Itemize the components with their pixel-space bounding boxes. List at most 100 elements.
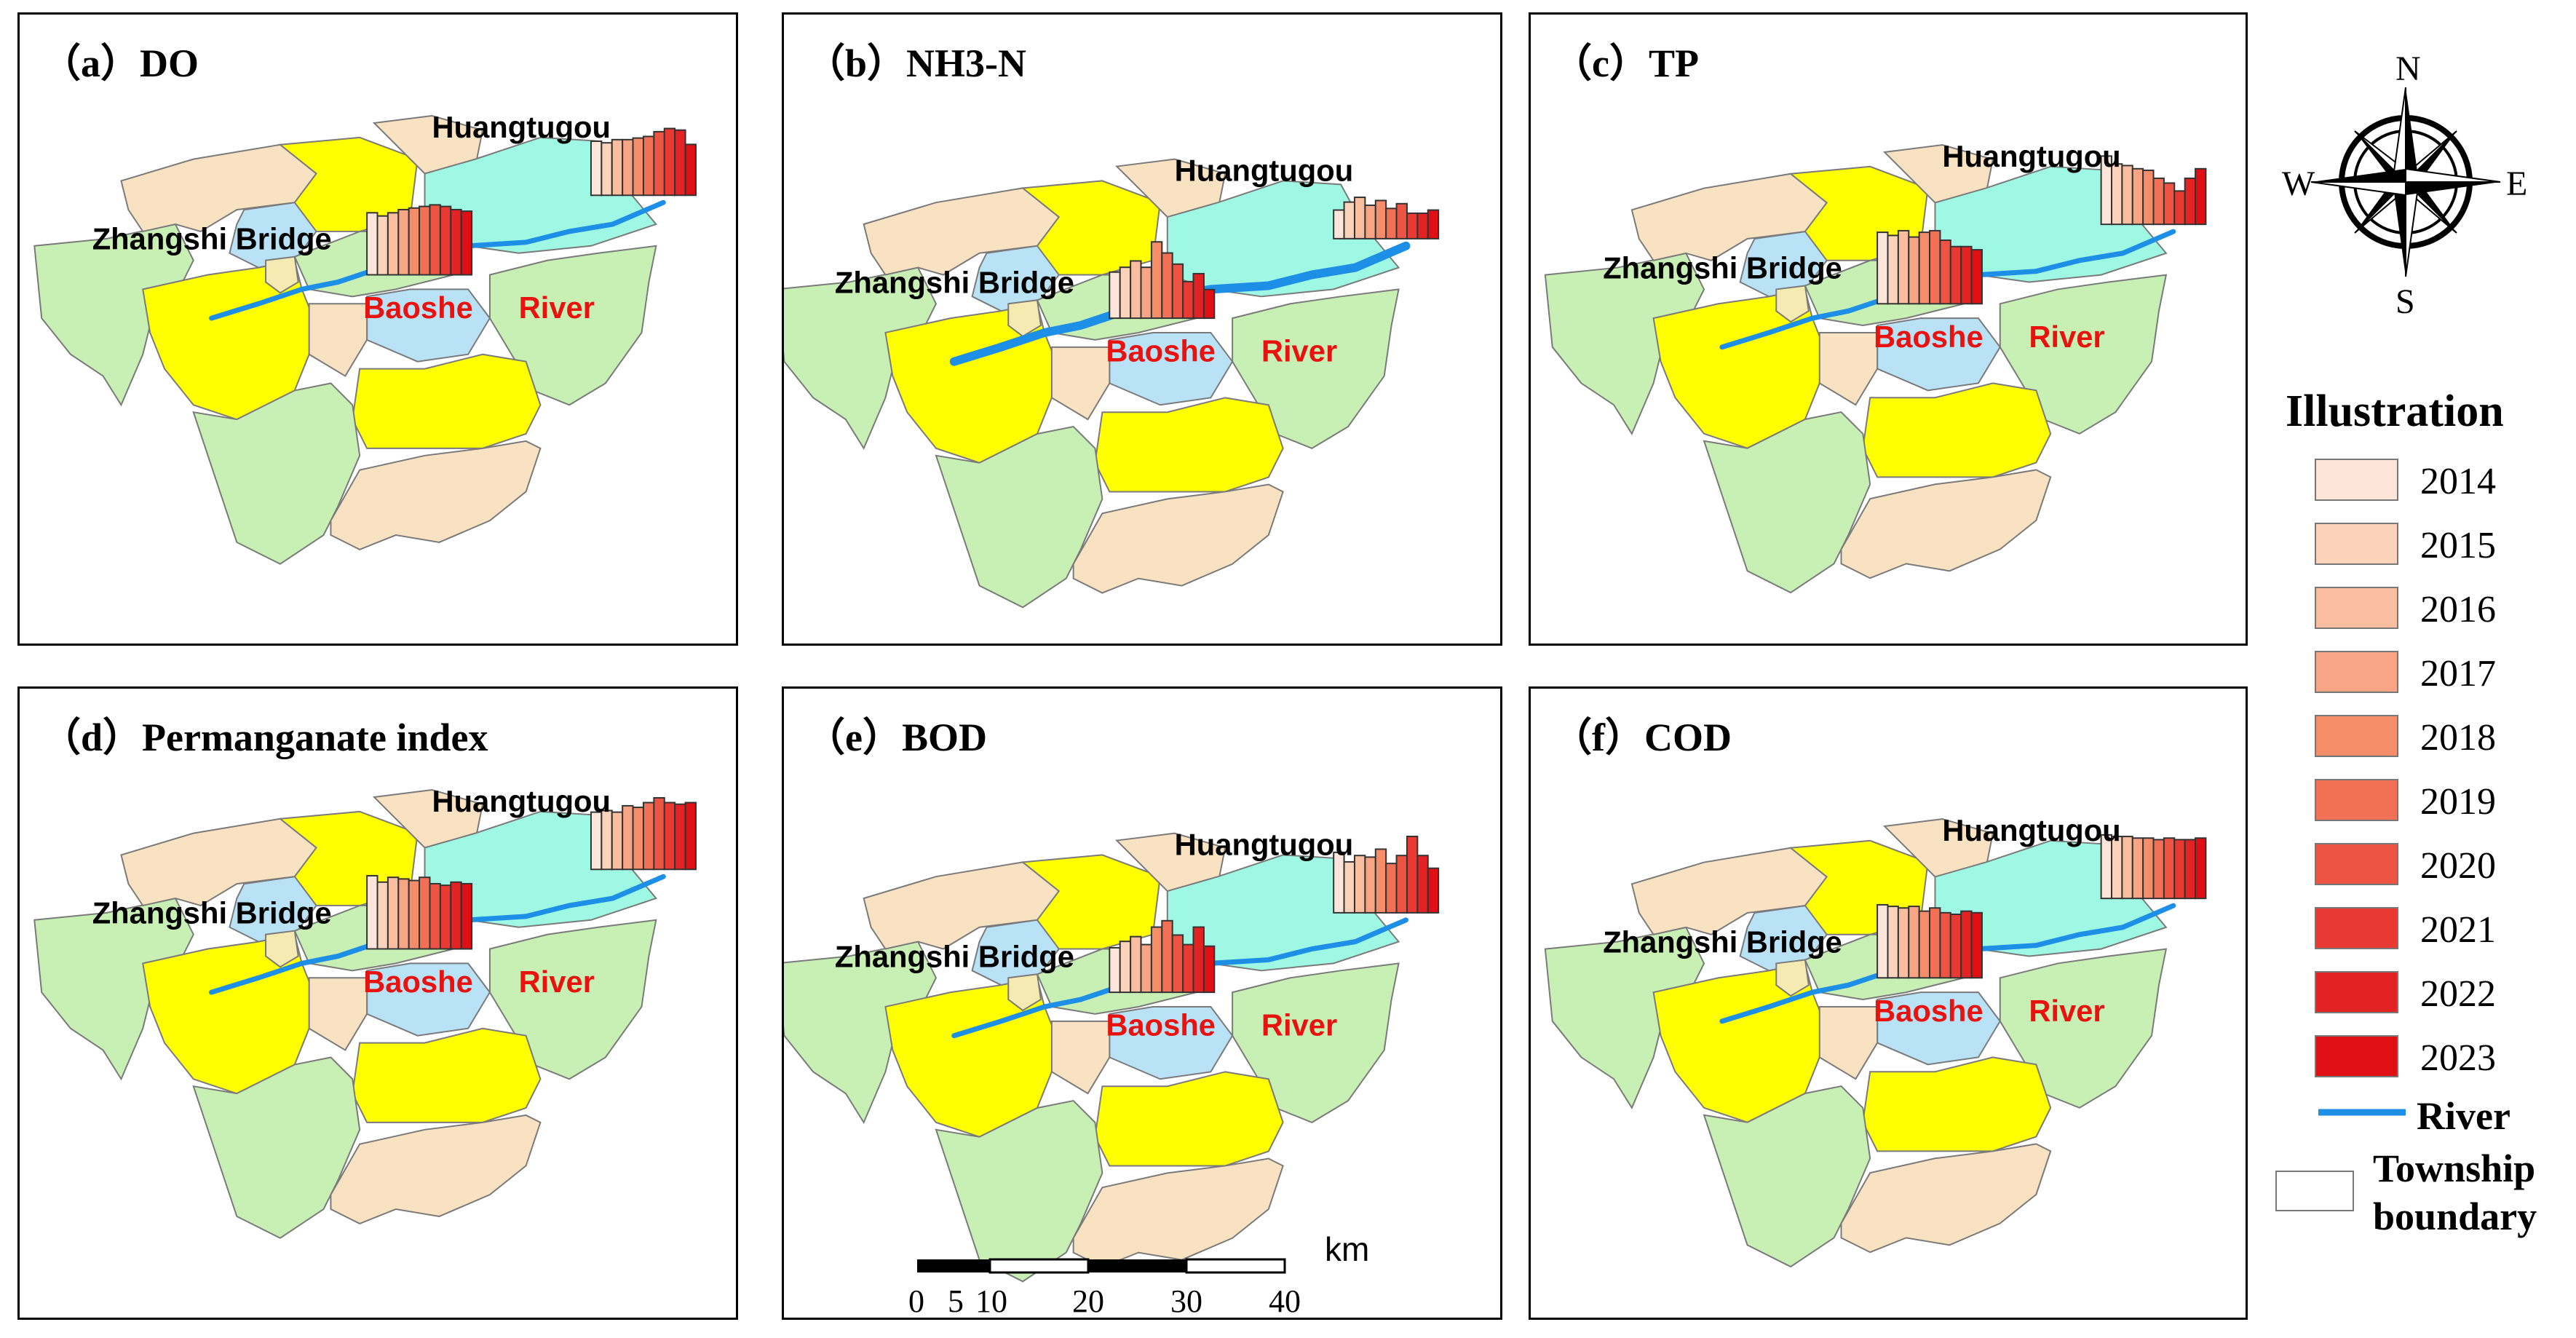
bar-group	[1109, 919, 1216, 994]
bar-year-2021	[2173, 839, 2186, 900]
township-region	[1818, 331, 1879, 406]
township-region	[863, 187, 1061, 276]
legend-year-label: 2023	[2420, 1037, 2496, 1079]
bar-year-2021	[439, 884, 452, 950]
township-region	[1094, 1071, 1284, 1167]
scale-bar-graphic: km 0 5 10 20 30 40	[908, 1230, 1369, 1319]
legend-year-label: 2020	[2420, 845, 2496, 887]
legend-swatch	[2315, 715, 2398, 757]
scale-tick: 10	[975, 1283, 1007, 1319]
bar-year-2018	[408, 207, 421, 276]
bar-year-2019	[419, 876, 431, 950]
legend-swatch	[2315, 971, 2398, 1013]
bar-year-2022	[1416, 855, 1429, 914]
bar-year-2015	[1119, 266, 1132, 320]
bar-year-2023	[684, 143, 697, 197]
bar-group	[1333, 197, 1440, 240]
bar-year-2016	[2121, 165, 2133, 226]
map-layer: Huangtugou Zhangshi Bridge Baoshe River	[33, 784, 697, 1239]
label-huangtugou: Huangtugou	[432, 110, 611, 144]
township-region	[1876, 991, 2001, 1066]
township-region	[1072, 483, 1284, 594]
label-huangtugou: Huangtugou	[1942, 139, 2120, 173]
township-region	[308, 303, 368, 377]
legend-year-label: 2014	[2420, 461, 2496, 502]
river-legend-label: River	[2417, 1094, 2510, 1138]
bar-year-2023	[2195, 837, 2207, 900]
bar-year-2022	[2184, 177, 2197, 226]
bar-year-2014	[590, 811, 603, 871]
township-region	[352, 353, 542, 449]
township-region	[366, 288, 491, 363]
bar-year-2022	[1960, 910, 1973, 979]
township-swatch	[2275, 1171, 2354, 1211]
compass-s: S	[2395, 282, 2415, 320]
bar-year-2022	[1416, 212, 1429, 240]
bar-year-2014	[590, 140, 603, 197]
township-region	[192, 1056, 361, 1239]
panel-f: Huangtugou Zhangshi Bridge Baoshe River （f）…	[1529, 686, 2248, 1320]
label-river: River	[1261, 1008, 1337, 1042]
township-region	[935, 425, 1103, 609]
bar-year-2018	[1918, 910, 1931, 979]
label-river: River	[519, 290, 595, 325]
label-zhangshi-bridge: Zhangshi Bridge	[1603, 251, 1842, 285]
legend-swatch	[2315, 523, 2398, 565]
scale-seg	[1088, 1259, 1186, 1272]
bar-year-2016	[387, 212, 400, 276]
township-region	[1232, 962, 1400, 1123]
bar-year-2018	[632, 137, 644, 197]
township-region	[265, 930, 299, 968]
bar-year-2019	[419, 205, 431, 276]
bar-year-2019	[642, 801, 655, 871]
township-region	[1703, 1085, 1871, 1268]
label-baoshe: Baoshe	[363, 290, 473, 325]
township-region	[1775, 959, 1810, 997]
bar-group	[366, 875, 473, 950]
label-baoshe: Baoshe	[1106, 334, 1216, 368]
label-zhangshi-bridge: Zhangshi Bridge	[1603, 925, 1842, 959]
township-region	[1840, 1143, 2052, 1254]
bar-year-2021	[1182, 280, 1194, 320]
bar-group	[1333, 835, 1440, 914]
bar-year-2021	[663, 127, 676, 197]
scale-tick: 20	[1072, 1283, 1104, 1319]
scale-tick: 30	[1170, 1283, 1202, 1319]
label-baoshe: Baoshe	[363, 965, 473, 999]
bar-year-2017	[1364, 204, 1376, 240]
township-region	[488, 919, 657, 1080]
bar-year-2023	[684, 801, 697, 871]
legend-swatch	[2315, 1035, 2398, 1077]
bar-year-2015	[1887, 234, 1899, 305]
bar-year-2017	[1140, 266, 1152, 320]
bar-year-2016	[1130, 935, 1142, 994]
township-region	[1109, 1005, 1234, 1080]
bar-year-2023	[1970, 249, 1983, 305]
bar-year-2017	[2131, 167, 2144, 226]
panel-c: Huangtugou Zhangshi Bridge Baoshe River （c）…	[1529, 12, 2248, 646]
bar-year-2016	[1897, 907, 1910, 979]
scale-bar: km 0 5 10 20 30 40	[895, 1223, 1405, 1325]
township-region	[352, 1027, 542, 1123]
bar-year-2022	[674, 803, 686, 871]
bar-year-2023	[1970, 911, 1983, 979]
bar-year-2015	[1343, 860, 1355, 914]
map-layer: Huangtugou Zhangshi Bridge Baoshe River	[1544, 139, 2207, 594]
map-layer: Huangtugou Zhangshi Bridge Baoshe River	[33, 110, 697, 565]
bar-year-2022	[1192, 926, 1205, 994]
bar-year-2019	[642, 135, 655, 197]
label-zhangshi-bridge: Zhangshi Bridge	[835, 939, 1074, 973]
township-region	[1840, 469, 2052, 579]
label-river: River	[2029, 994, 2104, 1028]
compass-e: E	[2506, 165, 2527, 203]
map-layer: Huangtugou Zhangshi Bridge Baoshe River	[784, 827, 1440, 1283]
bar-year-2021	[663, 801, 676, 871]
bar-year-2017	[397, 878, 410, 950]
panel-title: （b）NH3-N	[806, 41, 1027, 85]
bar-year-2014	[366, 875, 379, 950]
township-region	[1999, 948, 2168, 1109]
bar-year-2018	[1374, 199, 1387, 240]
township-region	[1630, 847, 1828, 935]
township-region	[1050, 1020, 1111, 1095]
bar-year-2020	[429, 204, 441, 276]
